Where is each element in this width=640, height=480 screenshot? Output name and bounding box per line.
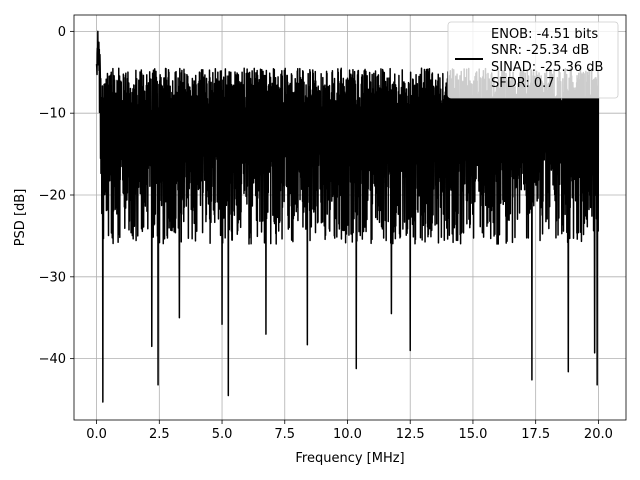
y-tick-label: −30 <box>39 270 66 285</box>
x-tick-label: 12.5 <box>396 427 425 442</box>
x-axis-label: Frequency [MHz] <box>295 451 404 466</box>
y-tick-label: −10 <box>39 107 66 122</box>
plot-frame <box>73 14 627 421</box>
y-tick-label: −40 <box>39 352 66 367</box>
series-layer <box>95 30 600 403</box>
x-tick-label: 5.0 <box>212 427 233 442</box>
legend-box <box>447 21 619 99</box>
psd-series-line <box>95 30 600 403</box>
legend-line-sinad: SINAD: -25.36 dB <box>491 60 603 75</box>
y-axis: 0 −10 −20 −30 −40 <box>39 25 74 367</box>
legend-line-snr: SNR: -25.34 dB <box>491 43 589 58</box>
y-axis-label: PSD [dB] <box>13 189 28 247</box>
x-tick-label: 15.0 <box>458 427 487 442</box>
y-tick-label: −20 <box>39 189 66 204</box>
x-tick-label: 0.0 <box>86 427 107 442</box>
x-tick-label: 2.5 <box>149 427 170 442</box>
legend-line-sfdr: SFDR: 0.7 <box>491 76 555 91</box>
legend: ENOB: -4.51 bits SNR: -25.34 dB SINAD: -… <box>447 21 619 99</box>
y-tick-label: 0 <box>58 25 66 40</box>
x-tick-label: 20.0 <box>584 427 613 442</box>
x-tick-label: 10.0 <box>333 427 362 442</box>
x-axis: 0.0 2.5 5.0 7.5 10.0 12.5 15.0 17.5 20.0 <box>86 420 613 442</box>
x-tick-label: 7.5 <box>274 427 295 442</box>
legend-line-enob: ENOB: -4.51 bits <box>491 27 598 42</box>
x-tick-label: 17.5 <box>521 427 550 442</box>
